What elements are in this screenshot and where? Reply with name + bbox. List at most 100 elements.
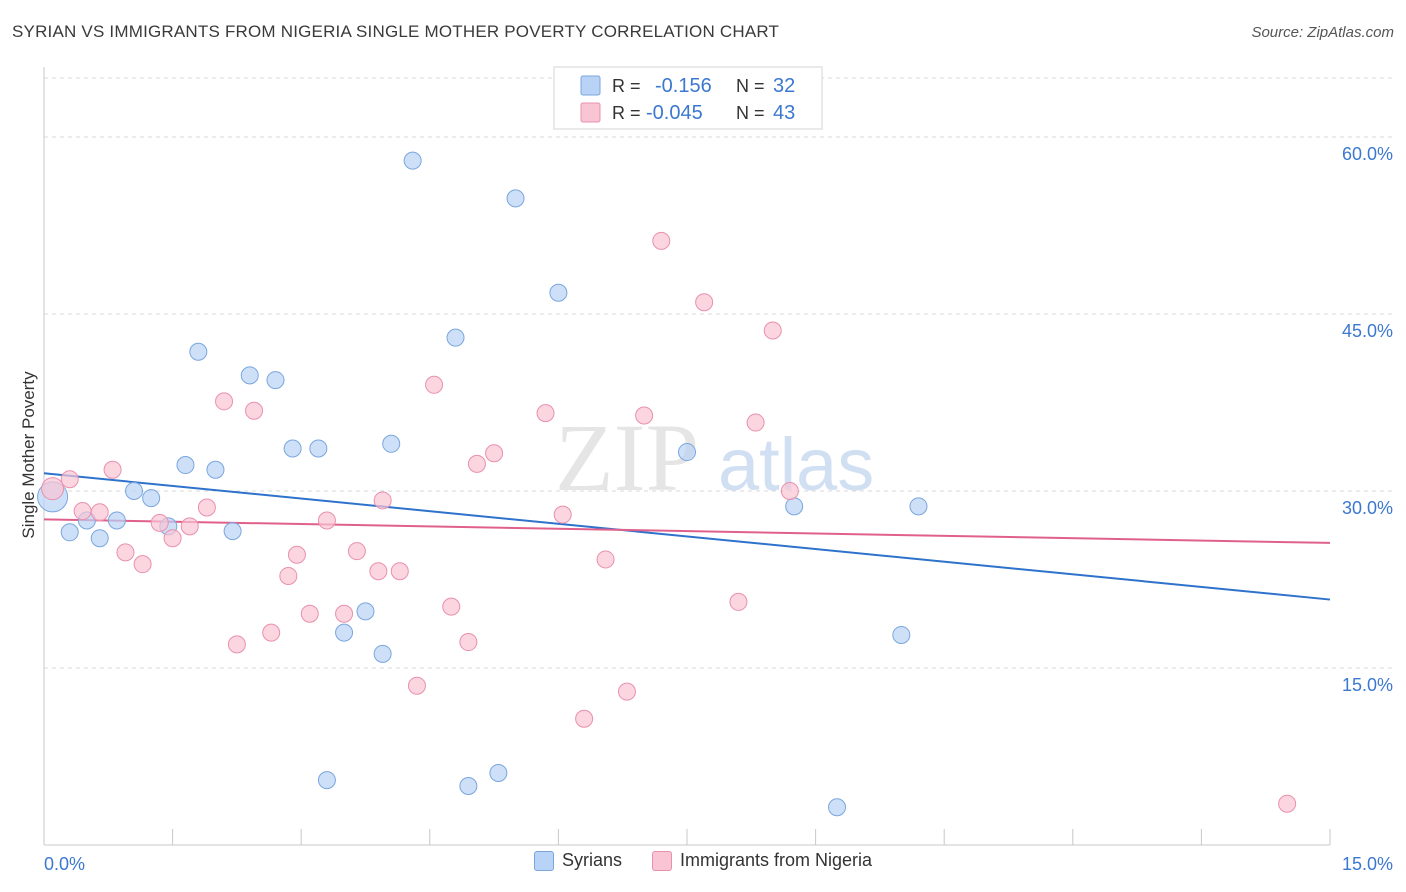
nigeria-point-40[interactable] [763, 321, 782, 340]
syrians-point-27[interactable] [678, 443, 696, 462]
nigeria-point-13[interactable] [245, 401, 264, 420]
nigeria-point-35[interactable] [635, 406, 654, 425]
nigeria-point-1[interactable] [60, 470, 79, 489]
nigeria-point-26[interactable] [442, 597, 461, 616]
y-tick-label-1: 30.0% [1342, 498, 1393, 518]
y-tick-label-3: 60.0% [1342, 144, 1393, 164]
x-tick-label-min: 0.0% [44, 854, 85, 874]
watermark: ZIP atlas [555, 404, 874, 511]
syrians-point-25[interactable] [506, 189, 525, 208]
y-axis-label: Single Mother Poverty [19, 371, 38, 539]
legend-label-syrians: Syrians [561, 850, 622, 870]
nigeria-point-20[interactable] [347, 542, 366, 561]
nigeria-point-11[interactable] [227, 635, 246, 654]
y-tick-label-2: 45.0% [1342, 321, 1393, 341]
syrians-legend-swatch [533, 850, 554, 871]
nigeria-point-2[interactable] [73, 502, 92, 521]
nigeria-point-17[interactable] [300, 604, 319, 623]
syrians-point-17[interactable] [335, 623, 354, 642]
syrians-point-11[interactable] [223, 522, 242, 541]
syrians-point-28[interactable] [785, 497, 804, 516]
nigeria-point-0[interactable] [41, 477, 65, 501]
nigeria-point-25[interactable] [425, 375, 444, 394]
nigeria-point-15[interactable] [279, 566, 298, 585]
syrians-point-22[interactable] [446, 328, 465, 347]
nigeria-point-31[interactable] [553, 505, 572, 524]
nigeria-point-38[interactable] [729, 592, 748, 611]
syrians-point-21[interactable] [403, 151, 422, 170]
nigeria-point-27[interactable] [459, 633, 478, 652]
legend-n-value-1: 32 [773, 75, 795, 97]
nigeria-point-3[interactable] [90, 503, 109, 522]
syrians-point-14[interactable] [283, 439, 302, 458]
nigeria-point-16[interactable] [287, 545, 306, 564]
nigeria-point-21[interactable] [369, 562, 388, 581]
nigeria-point-8[interactable] [163, 529, 182, 548]
nigeria-point-34[interactable] [617, 682, 636, 701]
legend-r-label-2: R = [612, 103, 641, 123]
legend-r-label-1: R = [612, 76, 641, 96]
syrians-point-19[interactable] [373, 644, 392, 663]
syrians-point-26[interactable] [549, 283, 568, 302]
nigeria-point-22[interactable] [373, 491, 392, 510]
nigeria-point-10[interactable] [197, 498, 216, 517]
correlation-legend: R = -0.156 N = 32 R = -0.045 N = 43 [553, 66, 823, 130]
watermark-zip: ZIP [555, 404, 699, 511]
nigeria-point-37[interactable] [695, 293, 714, 312]
chart-title: SYRIAN VS IMMIGRANTS FROM NIGERIA SINGLE… [12, 22, 780, 41]
syrians-point-3[interactable] [90, 529, 109, 548]
syrians-point-9[interactable] [189, 342, 208, 361]
nigeria-point-33[interactable] [596, 550, 615, 569]
syrians-point-13[interactable] [266, 371, 285, 390]
nigeria-point-29[interactable] [485, 444, 504, 463]
syrians-point-12[interactable] [240, 366, 259, 385]
nigeria-point-5[interactable] [116, 543, 135, 562]
axes [43, 67, 1331, 846]
x-tick-label-max: 15.0% [1342, 854, 1393, 874]
legend-label-nigeria: Immigrants from Nigeria [679, 850, 873, 870]
data-points [37, 151, 1297, 817]
nigeria-point-41[interactable] [780, 482, 799, 500]
nigeria-point-42[interactable] [1278, 794, 1297, 813]
nigeria-point-14[interactable] [262, 623, 281, 642]
syrians-point-31[interactable] [909, 497, 928, 516]
syrians-point-23[interactable] [459, 777, 478, 795]
syrians-point-30[interactable] [892, 625, 911, 644]
nigeria-point-32[interactable] [575, 709, 594, 728]
nigeria-point-23[interactable] [390, 562, 409, 581]
syrians-point-15[interactable] [309, 439, 328, 458]
syrians-point-8[interactable] [176, 456, 195, 475]
nigeria-point-6[interactable] [133, 555, 152, 574]
legend-n-value-2: 43 [773, 102, 795, 124]
syrians-point-18[interactable] [356, 602, 375, 621]
nigeria-point-19[interactable] [335, 604, 354, 623]
syrians-point-24[interactable] [489, 764, 508, 783]
syrians-point-29[interactable] [828, 798, 847, 817]
legend-n-label-1: N = [736, 76, 765, 96]
legend-r-value-2: -0.045 [646, 102, 703, 124]
nigeria-point-39[interactable] [746, 413, 765, 432]
legend-item-syrians[interactable]: Syrians [533, 850, 622, 871]
y-tick-label-0: 15.0% [1342, 675, 1393, 695]
nigeria-point-7[interactable] [150, 513, 169, 532]
syrians-point-1[interactable] [60, 523, 79, 542]
syrians-point-20[interactable] [382, 434, 401, 453]
legend-item-nigeria[interactable]: Immigrants from Nigeria [651, 850, 873, 871]
nigeria-point-12[interactable] [215, 392, 234, 411]
nigeria-point-4[interactable] [103, 460, 122, 479]
syrians-point-6[interactable] [142, 489, 161, 508]
nigeria-point-18[interactable] [317, 511, 336, 530]
nigeria-point-28[interactable] [467, 454, 486, 473]
nigeria-point-9[interactable] [180, 517, 199, 536]
syrians-point-4[interactable] [107, 511, 126, 530]
series-legend: Syrians Immigrants from Nigeria [0, 850, 1406, 871]
trend-line-1 [43, 518, 1331, 544]
nigeria-point-30[interactable] [536, 404, 555, 423]
nigeria-swatch [580, 102, 601, 123]
nigeria-point-24[interactable] [407, 676, 426, 695]
syrians-point-16[interactable] [317, 771, 336, 790]
nigeria-point-36[interactable] [652, 231, 671, 250]
syrians-point-5[interactable] [125, 482, 144, 500]
syrians-point-10[interactable] [206, 460, 225, 479]
